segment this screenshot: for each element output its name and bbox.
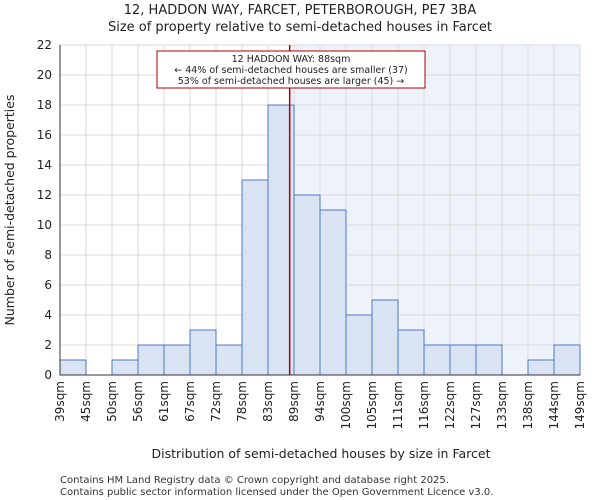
y-axis-label: Number of semi-detached properties bbox=[2, 95, 17, 326]
x-tick-label: 122sqm bbox=[443, 381, 457, 429]
y-tick-label: 6 bbox=[44, 278, 52, 292]
y-tick-label: 10 bbox=[37, 218, 52, 232]
y-tick-label: 0 bbox=[44, 368, 52, 382]
x-tick-label: 127sqm bbox=[469, 381, 483, 429]
x-tick-label: 105sqm bbox=[365, 381, 379, 429]
bar-116sqm bbox=[423, 344, 451, 376]
bar-111sqm bbox=[397, 329, 425, 376]
y-tick-label: 20 bbox=[37, 68, 52, 82]
x-tick-label: 56sqm bbox=[131, 381, 145, 422]
y-tick-label: 22 bbox=[37, 38, 52, 52]
bar-122sqm bbox=[449, 344, 477, 376]
x-tick-label: 61sqm bbox=[157, 381, 171, 422]
bar-61sqm bbox=[163, 344, 191, 376]
annotation-line-2: ← 44% of semi-detached houses are smalle… bbox=[174, 65, 408, 76]
y-tick-label: 16 bbox=[37, 128, 52, 142]
x-tick-label: 144sqm bbox=[547, 381, 561, 429]
x-tick-label: 116sqm bbox=[417, 381, 431, 429]
bar-89sqm bbox=[293, 194, 321, 376]
annotation-box bbox=[156, 50, 426, 89]
bar-78sqm bbox=[241, 179, 269, 376]
x-tick-label: 45sqm bbox=[79, 381, 93, 422]
y-tick-label: 8 bbox=[44, 248, 52, 262]
y-tick-label: 18 bbox=[37, 98, 52, 112]
bar-94sqm bbox=[319, 209, 347, 376]
x-tick-label: 83sqm bbox=[261, 381, 275, 422]
bar-50sqm bbox=[111, 359, 139, 376]
bar-39sqm bbox=[59, 359, 87, 376]
bar-72sqm bbox=[215, 344, 243, 376]
x-tick-labels: 39sqm 45sqm 50sqm 56sqm 61sqm 67sqm 72sqm 78sqm… bbox=[53, 381, 587, 429]
x-tick-label: 78sqm bbox=[235, 381, 249, 422]
annotation-line-1: 12 HADDON WAY: 88sqm bbox=[232, 54, 351, 65]
chart-subtitle: Size of property relative to semi-detach… bbox=[108, 20, 492, 35]
bar-138sqm bbox=[527, 359, 555, 376]
y-tick-labels: 0 2 4 6 8 10 12 14 16 18 20 22 bbox=[37, 38, 52, 382]
bar-56sqm bbox=[137, 344, 165, 376]
bar-67sqm bbox=[189, 329, 217, 376]
x-tick-label: 138sqm bbox=[521, 381, 535, 429]
annotation-line-3: 53% of semi-detached houses are larger (… bbox=[178, 76, 405, 87]
bar-144sqm bbox=[553, 344, 581, 376]
x-tick-label: 67sqm bbox=[183, 381, 197, 422]
bar-105sqm bbox=[371, 299, 399, 376]
x-tick-label: 149sqm bbox=[573, 381, 587, 429]
y-tick-label: 14 bbox=[37, 158, 52, 172]
x-tick-label: 100sqm bbox=[339, 381, 353, 429]
y-tick-label: 2 bbox=[44, 338, 52, 352]
x-tick-label: 94sqm bbox=[313, 381, 327, 422]
x-tick-label: 111sqm bbox=[391, 381, 405, 429]
axes-group bbox=[59, 45, 580, 376]
x-tick-label: 89sqm bbox=[287, 381, 301, 422]
x-tick-label: 72sqm bbox=[209, 381, 223, 422]
chart-title: 12, HADDON WAY, FARCET, PETERBOROUGH, PE… bbox=[124, 3, 477, 18]
bar-127sqm bbox=[475, 344, 503, 376]
x-tick-label: 39sqm bbox=[53, 381, 67, 422]
x-tick-label: 50sqm bbox=[105, 381, 119, 422]
x-tick-label: 133sqm bbox=[495, 381, 509, 429]
bar-100sqm bbox=[345, 314, 373, 376]
footer-line-2: Contains public sector information licen… bbox=[60, 487, 493, 498]
y-tick-label: 12 bbox=[37, 188, 52, 202]
footer-line-1: Contains HM Land Registry data © Crown c… bbox=[60, 475, 449, 486]
y-tick-label: 4 bbox=[44, 308, 52, 322]
bars-group bbox=[59, 104, 581, 376]
x-axis-label: Distribution of semi-detached houses by … bbox=[152, 446, 491, 461]
